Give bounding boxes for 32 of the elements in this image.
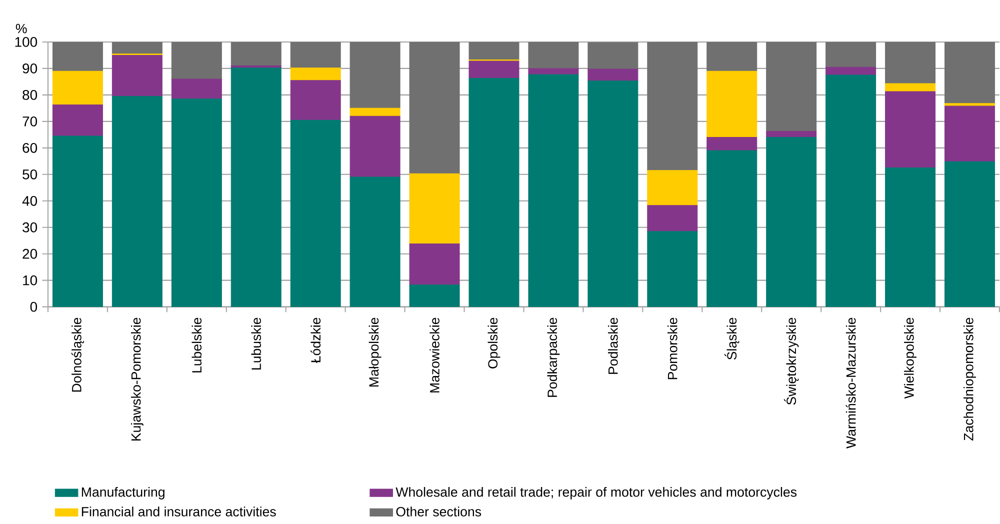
x-tick-label: Pomorskie [668, 318, 678, 380]
legend-label: Manufacturing [82, 487, 164, 500]
x-tick-label: Świętokrzyskie [784, 318, 799, 405]
y-tick-label: 10 [23, 276, 38, 286]
x-tick-label: Warmińsko-Mazurskie [846, 318, 856, 449]
x-tick-label: Mazowieckie [430, 318, 440, 393]
x-tick-label: Kujawsko-Pomorskie [130, 318, 144, 441]
y-tick-label: 100 [15, 37, 38, 48]
x-tick-label: Podkarpackie [547, 318, 560, 398]
x-tick-label: Podlaskie [608, 318, 618, 374]
y-tick-label: 0 [30, 302, 38, 312]
x-tick-label: Wielkopolskie [904, 318, 916, 399]
y-tick-label: 90 [22, 64, 38, 74]
y-tick-label: 30 [22, 222, 38, 233]
x-tick-label: Opolskie [488, 318, 500, 369]
y-tick-label: 40 [22, 196, 38, 206]
x-tick-label: Zachodniopomorskie [964, 318, 976, 441]
x-tick-label: Śląskie [724, 318, 740, 360]
legend-label: Wholesale and retail trade; repair of motor vehicles and motorcycles [396, 487, 797, 500]
y-tick-label: 80 [22, 90, 38, 100]
legend-label: Other sections [396, 506, 482, 517]
y-tick-label: 70 [22, 116, 38, 127]
x-tick-label: Lubelskie [192, 318, 202, 373]
y-tick-label: 20 [22, 249, 38, 260]
y-tick-label: 60 [22, 143, 38, 154]
x-tick-label: Lubuskie [251, 318, 262, 370]
y-tick-label: 50 [22, 170, 38, 180]
x-tick-label: Małopolskie [368, 318, 382, 387]
y-axis-title: % [16, 24, 27, 34]
legend-label: Financial and insurance activities [82, 506, 276, 517]
x-tick-label: Łódzkie [310, 318, 321, 364]
x-tick-label: Dolnośląskie [71, 318, 84, 392]
